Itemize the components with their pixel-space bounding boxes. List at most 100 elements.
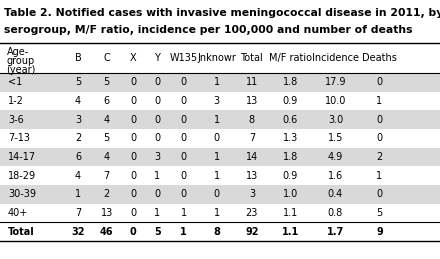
Text: 3: 3: [75, 115, 81, 125]
Text: 0: 0: [154, 133, 160, 143]
Text: 1: 1: [154, 171, 160, 181]
Text: 0: 0: [214, 189, 220, 199]
Text: Jnknowr: Jnknowr: [197, 53, 236, 63]
Text: 3: 3: [214, 96, 220, 106]
Text: 14: 14: [246, 152, 258, 162]
Text: 6: 6: [104, 96, 110, 106]
Text: 13: 13: [101, 208, 113, 218]
Text: 0: 0: [181, 115, 187, 125]
Text: 14-17: 14-17: [8, 152, 36, 162]
Text: 13: 13: [246, 96, 258, 106]
Text: 1: 1: [181, 208, 187, 218]
Text: 0: 0: [181, 77, 187, 87]
Text: 0: 0: [130, 115, 136, 125]
Text: 0: 0: [154, 115, 160, 125]
Text: 7: 7: [75, 208, 81, 218]
Text: 1: 1: [214, 77, 220, 87]
Text: 4: 4: [104, 115, 110, 125]
Text: 0: 0: [130, 96, 136, 106]
Text: 1: 1: [75, 189, 81, 199]
Text: 6: 6: [75, 152, 81, 162]
Bar: [0, 222, 440, 241]
Text: 1: 1: [180, 227, 187, 236]
Bar: [0, 129, 440, 148]
Text: 4: 4: [75, 96, 81, 106]
Text: Total: Total: [241, 53, 263, 63]
Text: 0: 0: [181, 96, 187, 106]
Text: 4: 4: [75, 171, 81, 181]
Text: 1: 1: [377, 171, 382, 181]
Text: 23: 23: [246, 208, 258, 218]
Text: 8: 8: [213, 227, 220, 236]
Text: (year): (year): [7, 65, 36, 75]
Bar: [0, 110, 440, 129]
Text: 3: 3: [154, 152, 160, 162]
Text: 1.8: 1.8: [283, 77, 298, 87]
Text: 1.7: 1.7: [327, 227, 344, 236]
Bar: [0, 92, 440, 110]
Text: 7-13: 7-13: [8, 133, 30, 143]
Text: 1.5: 1.5: [328, 133, 343, 143]
Text: 2: 2: [376, 152, 383, 162]
Text: Total: Total: [8, 227, 35, 236]
Bar: [0, 73, 440, 92]
Text: 11: 11: [246, 77, 258, 87]
Text: 0: 0: [181, 189, 187, 199]
Text: 0: 0: [377, 189, 382, 199]
Text: 1: 1: [214, 208, 220, 218]
Text: 3: 3: [249, 189, 255, 199]
Text: 46: 46: [100, 227, 114, 236]
Text: 7: 7: [249, 133, 255, 143]
Text: 0: 0: [181, 152, 187, 162]
Text: 5: 5: [103, 133, 110, 143]
Text: 10.0: 10.0: [325, 96, 346, 106]
Text: 3-6: 3-6: [8, 115, 24, 125]
Text: C: C: [103, 53, 110, 63]
Text: 0: 0: [130, 189, 136, 199]
Text: 5: 5: [376, 208, 383, 218]
Text: 13: 13: [246, 171, 258, 181]
Text: 3.0: 3.0: [328, 115, 343, 125]
Text: 0: 0: [214, 133, 220, 143]
Text: 4: 4: [104, 152, 110, 162]
Text: 9: 9: [376, 227, 383, 236]
Text: <1: <1: [8, 77, 22, 87]
Text: 18-29: 18-29: [8, 171, 36, 181]
Text: 1: 1: [154, 208, 160, 218]
Text: 1: 1: [214, 152, 220, 162]
Text: 0.8: 0.8: [328, 208, 343, 218]
Text: 0: 0: [154, 77, 160, 87]
Text: 0: 0: [377, 133, 382, 143]
Bar: [0, 148, 440, 166]
Text: W135: W135: [170, 53, 198, 63]
Text: B: B: [75, 53, 81, 63]
Text: 0: 0: [181, 133, 187, 143]
Text: 1.8: 1.8: [283, 152, 298, 162]
Text: 30-39: 30-39: [8, 189, 36, 199]
Text: 17.9: 17.9: [325, 77, 346, 87]
Text: Y: Y: [154, 53, 160, 63]
Text: 0.4: 0.4: [328, 189, 343, 199]
Text: 4.9: 4.9: [328, 152, 343, 162]
Text: 1-2: 1-2: [8, 96, 24, 106]
Text: 32: 32: [71, 227, 85, 236]
Text: 0: 0: [130, 133, 136, 143]
Text: 5: 5: [103, 77, 110, 87]
Text: 0: 0: [130, 152, 136, 162]
Text: Incidence: Incidence: [312, 53, 359, 63]
Text: 7: 7: [103, 171, 110, 181]
Text: 0: 0: [130, 77, 136, 87]
Text: Age-: Age-: [7, 47, 29, 57]
Text: Table 2. Notified cases with invasive meningococcal disease in 2011, by age,: Table 2. Notified cases with invasive me…: [4, 8, 440, 18]
Text: Deaths: Deaths: [362, 53, 397, 63]
Text: 92: 92: [245, 227, 259, 236]
Text: 0.6: 0.6: [283, 115, 298, 125]
Text: 40+: 40+: [8, 208, 28, 218]
Text: 0: 0: [130, 171, 136, 181]
Text: 5: 5: [75, 77, 81, 87]
Text: serogroup, M/F ratio, incidence per 100,000 and number of deaths: serogroup, M/F ratio, incidence per 100,…: [4, 25, 413, 35]
Text: 0: 0: [154, 189, 160, 199]
Text: 2: 2: [103, 189, 110, 199]
Text: 0.9: 0.9: [283, 171, 298, 181]
Text: M/F ratio: M/F ratio: [269, 53, 312, 63]
